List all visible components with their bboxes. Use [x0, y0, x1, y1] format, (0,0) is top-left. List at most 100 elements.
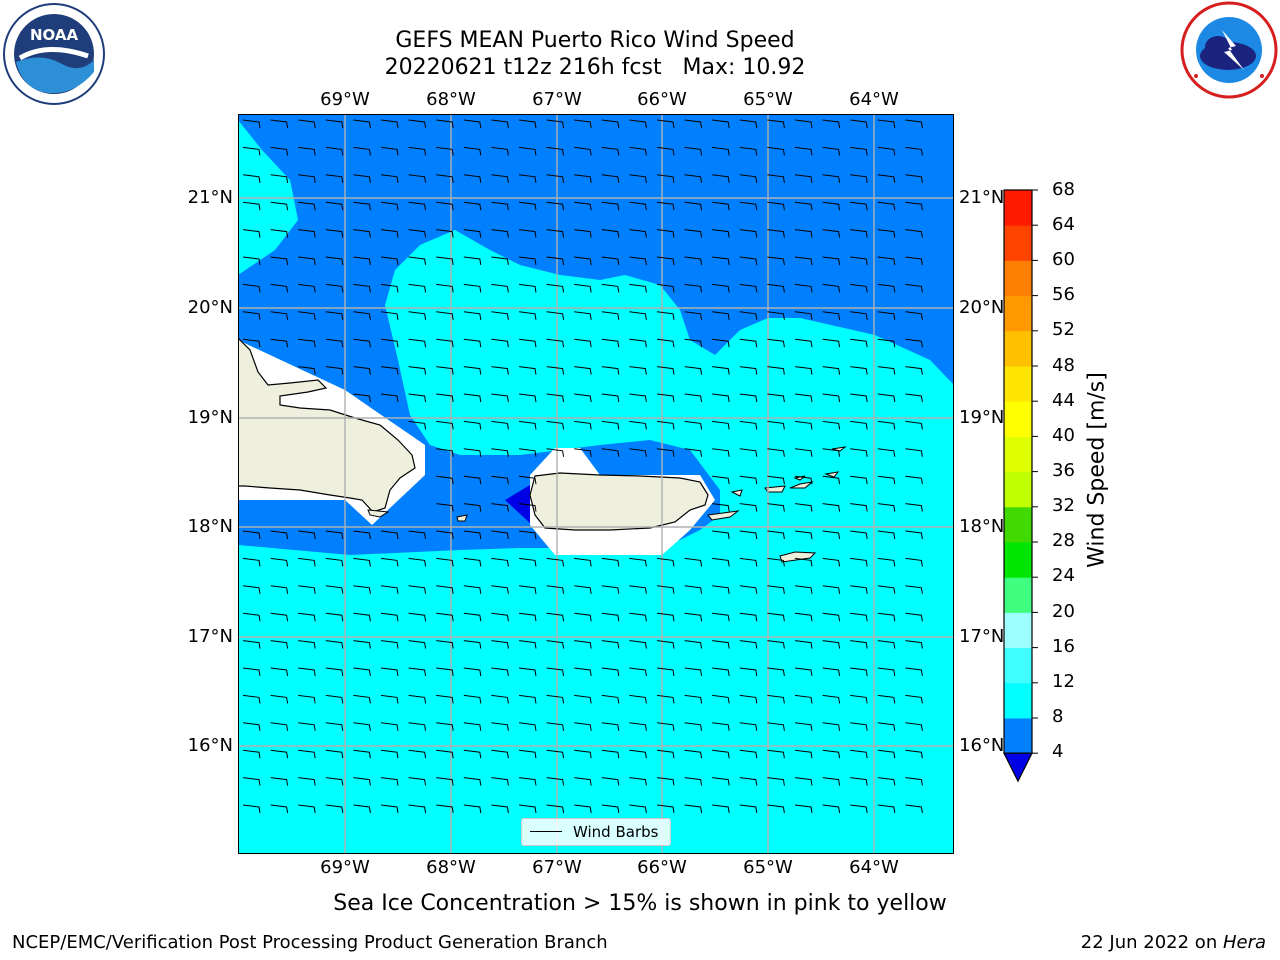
wind-barb [436, 530, 454, 540]
wind-barb [794, 585, 813, 594]
wind-barb [325, 283, 344, 293]
wind-barb [601, 448, 620, 457]
wind-barb [436, 585, 454, 594]
wind-barb [601, 640, 620, 649]
wind-barb [298, 722, 316, 731]
wind-barb [242, 530, 261, 540]
wind-barb [491, 475, 509, 485]
wind-barb [463, 640, 482, 649]
wind-barb [684, 722, 703, 731]
wind-barb [353, 119, 371, 129]
wind-barb [712, 338, 730, 348]
wind-barb [739, 420, 758, 430]
wind-barb [767, 749, 785, 759]
wind-barb [601, 393, 620, 403]
wind-barb [380, 667, 399, 677]
wind-barb [463, 448, 482, 457]
wind-barb [242, 557, 261, 567]
wind-barb [325, 585, 344, 594]
wind-barb [380, 612, 399, 622]
wind-barb [380, 201, 399, 211]
wind-barb [491, 338, 509, 348]
lat-label-left: 16°N [187, 735, 233, 756]
lat-label-left: 17°N [187, 626, 233, 647]
wind-barb [353, 146, 371, 156]
wind-barb [380, 174, 399, 183]
wind-barb [601, 612, 620, 622]
wind-barb [767, 530, 785, 540]
wind-barb [353, 311, 371, 320]
wind-barb [353, 366, 371, 375]
wind-barb [739, 530, 758, 540]
wind-barb [325, 174, 344, 183]
wind-barb [794, 694, 813, 704]
wind-barb [629, 174, 647, 183]
wind-barb [491, 585, 509, 594]
wind-barb [850, 448, 868, 457]
wind-barb [877, 722, 896, 731]
lon-label-bottom: 67°W [532, 857, 582, 878]
wind-barb [794, 667, 813, 677]
wind-barb [491, 640, 509, 649]
wind-barb [739, 804, 758, 814]
wind-barb [822, 283, 841, 293]
wind-barb [491, 366, 509, 375]
wind-barb [463, 174, 482, 183]
lon-label-top: 67°W [532, 89, 582, 110]
wind-barb [601, 229, 620, 238]
wind-barb [546, 283, 565, 293]
wind-barb [739, 393, 758, 403]
wind-barb [601, 201, 620, 211]
wind-barb [684, 366, 703, 375]
wind-barb [767, 804, 785, 814]
wind-barb [905, 475, 923, 485]
wind-barb [546, 667, 565, 677]
wind-barb [574, 749, 592, 759]
wind-barb [767, 640, 785, 649]
wind-barb [436, 338, 454, 348]
wind-barb [408, 749, 427, 759]
wind-barb [877, 174, 896, 183]
wind-barb [850, 804, 868, 814]
wind-barb [546, 448, 565, 457]
wind-barb [518, 557, 537, 567]
wind-barb [739, 667, 758, 677]
wind-barb [656, 694, 675, 704]
wind-barb [518, 503, 537, 512]
wind-barb [574, 448, 592, 457]
wind-barb [850, 777, 868, 786]
wind-barb [463, 475, 482, 485]
wind-barb [850, 420, 868, 430]
wind-barb [905, 612, 923, 622]
wind-barb [298, 201, 316, 211]
wind-barb [353, 256, 371, 266]
wind-barb [546, 338, 565, 348]
wind-barb [574, 229, 592, 238]
wind-barb [574, 146, 592, 156]
wind-barb [822, 338, 841, 348]
colorbar-tick-label: 64 [1052, 214, 1075, 235]
colorbar-tick-label: 56 [1052, 284, 1075, 305]
wind-barb [850, 201, 868, 211]
wind-barb [656, 557, 675, 567]
wind-barb [739, 475, 758, 485]
wind-barb [518, 694, 537, 704]
wind-barb [353, 174, 371, 183]
wind-barb [822, 804, 841, 814]
wind-barb [518, 283, 537, 293]
wind-barb [850, 667, 868, 677]
wind-barb [353, 585, 371, 594]
wind-barb [850, 503, 868, 512]
wind-barb [298, 119, 316, 129]
wind-barb [325, 804, 344, 814]
wind-barb [712, 530, 730, 540]
wind-barb [794, 530, 813, 540]
wind-barb [712, 256, 730, 266]
wind-barb [629, 640, 647, 649]
colorbar-tick-label: 60 [1052, 249, 1075, 270]
wind-barb [325, 749, 344, 759]
wind-barb [739, 311, 758, 320]
wind-barb [739, 338, 758, 348]
wind-barb [436, 694, 454, 704]
colorbar-segment [1004, 260, 1032, 297]
